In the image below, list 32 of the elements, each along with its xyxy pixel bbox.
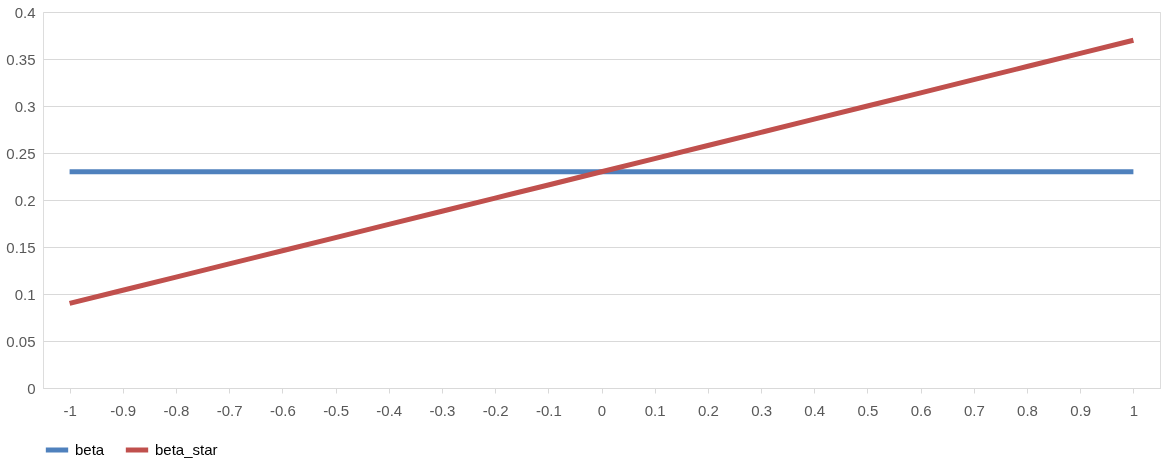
y-tick-label: 0.3 <box>14 97 36 115</box>
x-tick-label: 0 <box>597 401 607 419</box>
x-tick-label: -0.3 <box>429 401 456 419</box>
y-tick-label: 0 <box>27 379 36 397</box>
x-tick-label: -0.7 <box>216 401 243 419</box>
x-tick-label: 0.5 <box>857 401 879 419</box>
x-tick-label: -0.6 <box>269 401 296 419</box>
y-tick-label: 0.25 <box>6 144 36 162</box>
x-tick-label: 0.2 <box>697 401 719 419</box>
x-tick-label: -1 <box>63 401 77 419</box>
x-tick-label: -0.8 <box>163 401 190 419</box>
x-tick-label: 0.8 <box>1017 401 1038 419</box>
y-tick-label: 0.4 <box>14 3 36 21</box>
legend-label: beta_star <box>155 441 218 458</box>
x-tick-label: 0.9 <box>1070 401 1092 419</box>
y-tick-label: 0.05 <box>6 332 36 350</box>
x-tick-label: -0.9 <box>110 401 137 419</box>
x-tick-label: 0.3 <box>751 401 772 419</box>
legend-label: beta <box>75 441 105 458</box>
x-tick-label: -0.4 <box>376 401 403 419</box>
x-tick-label: 0.7 <box>963 401 985 419</box>
x-tick-label: 0.4 <box>804 401 826 419</box>
x-tick-label: -0.5 <box>323 401 349 419</box>
x-tick-label: -0.2 <box>482 401 509 419</box>
x-tick-label: -0.1 <box>535 401 562 419</box>
y-tick-label: 0.15 <box>6 238 36 256</box>
y-tick-label: 0.2 <box>14 191 36 209</box>
x-tick-label: 1 <box>1129 401 1139 419</box>
x-tick-label: 0.1 <box>644 401 666 419</box>
y-tick-label: 0.1 <box>14 285 36 303</box>
x-tick-label: 0.6 <box>910 401 932 419</box>
y-tick-label: 0.35 <box>6 50 36 68</box>
